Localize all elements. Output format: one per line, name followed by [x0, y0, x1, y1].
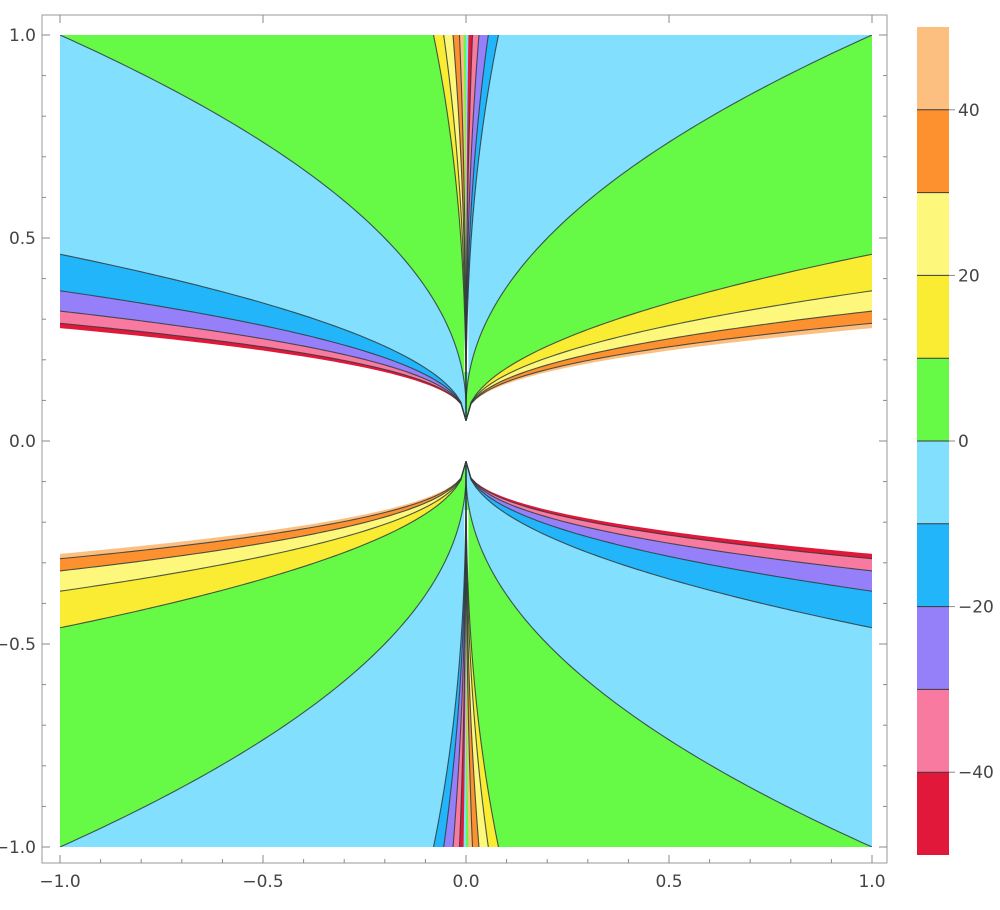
contour-band-q2-3 — [60, 323, 466, 421]
contour-band-q3-3 — [466, 461, 872, 559]
y-tick-label: 1.0 — [9, 26, 36, 46]
contour-region-q1-main — [60, 461, 466, 847]
x-tick-label: −1.0 — [39, 872, 80, 892]
contour-band-q3-0 — [466, 461, 872, 628]
contour-strip-q0-0 — [466, 35, 499, 417]
contour-region-q3-main — [466, 461, 872, 847]
contour-strip-q2-1 — [443, 35, 466, 417]
legend-tick-label: −20 — [958, 598, 994, 618]
contour-region-q0-outer — [466, 35, 872, 421]
y-tick-label: 0.5 — [9, 229, 36, 249]
contour-band-q2-2 — [60, 311, 466, 421]
contour-line-q3-b1 — [465, 461, 872, 592]
contour-line-q3-b2 — [465, 461, 872, 572]
legend-tick-label: 40 — [958, 101, 980, 121]
contour-strip-q0-1 — [466, 35, 489, 417]
contour-strip-q3-1 — [466, 465, 489, 847]
contour-strip-q0-3 — [466, 35, 473, 417]
contour-lines — [60, 35, 872, 847]
contour-line-q3-b3 — [465, 461, 872, 560]
contour-line-q2-b0 — [60, 253, 467, 421]
contour-line-q2-p3 — [458, 35, 467, 417]
contour-band-q3-2 — [466, 461, 872, 571]
axes: −1.0 −0.5 0.0 0.5 1.0 −1.0 −0.5 0.0 0.5 1.0 — [0, 15, 887, 892]
contour-line-q0-b2 — [465, 310, 872, 421]
legend-band — [917, 523, 949, 607]
x-tick-label: 1.0 — [858, 872, 885, 892]
y-tick-label: −0.5 — [0, 635, 36, 655]
plot-frame — [41, 14, 888, 864]
contour-strip-q3-3 — [466, 465, 473, 847]
contour-line-q0-b3 — [465, 322, 872, 421]
y-tick-label: 0.0 — [9, 432, 36, 452]
legend-band — [917, 441, 949, 524]
contour-line-q3-p3 — [465, 465, 474, 847]
contour-region-q2-main — [60, 35, 466, 421]
legend-tick-label: 0 — [958, 432, 969, 452]
legend-band — [917, 606, 949, 690]
contour-band-q1-0 — [60, 461, 466, 628]
contour-line-q1-b0 — [60, 461, 467, 629]
legend-band — [917, 772, 949, 855]
color-legend: −40 −20 0 20 40 — [917, 27, 994, 855]
contour-regions — [60, 35, 872, 847]
contour-strip-q0-2 — [466, 35, 479, 417]
contour-region-q0-main — [466, 35, 872, 421]
contour-line-q0-b0 — [465, 253, 872, 421]
contour-line-q1-a — [60, 473, 467, 847]
legend-band — [917, 27, 949, 110]
contour-band-q0-0 — [466, 254, 872, 421]
contour-line-q2-b2 — [60, 310, 467, 421]
contour-region-q3-outer — [466, 461, 872, 847]
contour-strip-q2-2 — [453, 35, 466, 417]
legend-band — [917, 358, 949, 441]
legend-band — [917, 275, 949, 359]
legend-tick-label: 20 — [958, 266, 980, 286]
contour-band-q0-2 — [466, 311, 872, 421]
legend-band — [917, 109, 949, 193]
contour-line-q0-a — [465, 35, 872, 409]
contour-band-q2-0 — [60, 254, 466, 421]
contour-strip-q1-0 — [433, 465, 466, 847]
contour-strip-q1-3 — [459, 465, 466, 847]
contour-band-q0-3 — [466, 323, 872, 421]
x-tick-label: 0.0 — [452, 872, 479, 892]
legend-tick-label: −40 — [958, 763, 994, 783]
contour-line-q1-b2 — [60, 461, 467, 572]
x-tick-label: 0.5 — [655, 872, 682, 892]
contour-line-q0-b1 — [465, 290, 872, 421]
x-tick-label: −0.5 — [242, 872, 283, 892]
contour-strip-q1-2 — [453, 465, 466, 847]
y-tick-label: −1.0 — [0, 838, 36, 858]
legend-band — [917, 192, 949, 276]
contour-region-q2-outer — [60, 35, 466, 421]
contour-strip-q2-0 — [433, 35, 466, 417]
legend-band — [917, 689, 949, 773]
contour-line-q2-a — [60, 35, 467, 409]
contour-line-q1-b1 — [60, 461, 467, 592]
contour-strip-q3-2 — [466, 465, 479, 847]
contour-band-q1-3 — [60, 461, 466, 559]
contour-region-q1-outer — [60, 461, 466, 847]
contour-line-q3-a — [465, 473, 872, 847]
contour-line-q1-b3 — [60, 461, 467, 560]
contour-strip-q1-1 — [443, 465, 466, 847]
contour-band-q1-2 — [60, 461, 466, 571]
contour-line-q2-b3 — [60, 322, 467, 421]
contour-line-q3-b0 — [465, 461, 872, 629]
contour-line-q2-b1 — [60, 290, 467, 421]
contour-strip-q2-3 — [459, 35, 466, 417]
contour-strip-q3-0 — [466, 465, 499, 847]
